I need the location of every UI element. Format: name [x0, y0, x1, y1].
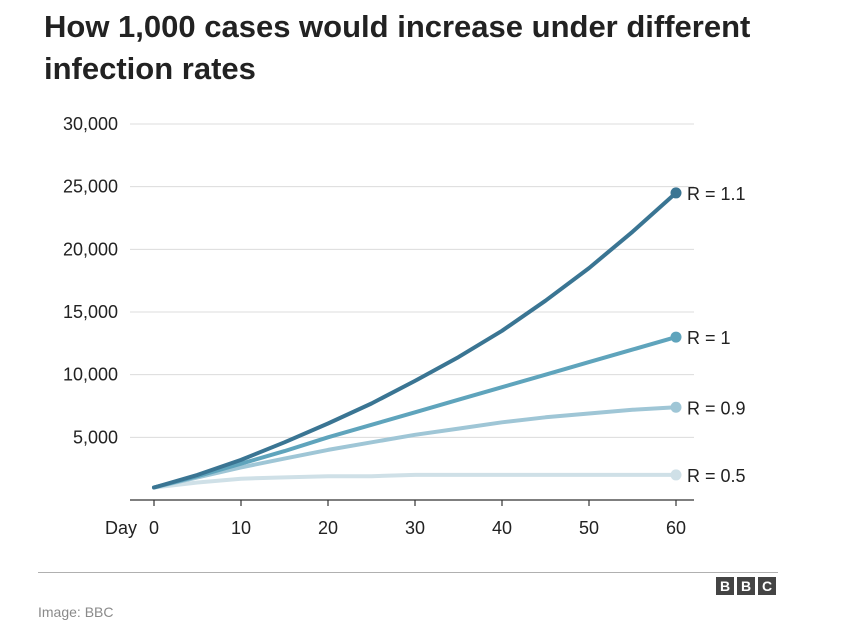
y-tick-label: 30,000 [63, 114, 118, 134]
x-tick-label: 50 [579, 518, 599, 538]
x-axis-label: Day [105, 518, 137, 538]
footer-divider [38, 572, 778, 573]
x-tick-label: 0 [149, 518, 159, 538]
image-credit: Image: BBC [38, 604, 114, 620]
y-tick-label: 20,000 [63, 239, 118, 259]
x-axis-ticks: 0 10 20 30 40 50 60 [149, 500, 686, 538]
series-endpoints: R = 1.1 R = 1 R = 0.9 R = 0.5 [670, 184, 746, 486]
series-line-r-0-5 [152, 472, 678, 490]
chart: 5,000 10,000 15,000 20,000 25,000 30,000 0 10 2… [63, 114, 746, 538]
chart-title: How 1,000 cases would increase under dif… [44, 9, 751, 86]
series-endpoint-marker [670, 331, 682, 343]
x-tick-label: 30 [405, 518, 425, 538]
series-endpoint-marker [670, 187, 682, 199]
series-label: R = 0.5 [687, 466, 746, 486]
series-label: R = 1 [687, 328, 731, 348]
series-endpoint-marker [670, 469, 682, 481]
series-lines [152, 190, 678, 490]
y-tick-label: 5,000 [73, 427, 118, 447]
y-tick-label: 25,000 [63, 177, 118, 197]
x-tick-label: 60 [666, 518, 686, 538]
series-line-r-0-9 [152, 405, 678, 490]
series-label: R = 0.9 [687, 398, 746, 418]
series-endpoint-marker [670, 401, 682, 413]
y-tick-label: 10,000 [63, 365, 118, 385]
series-line-r-1-1 [152, 190, 678, 490]
logo-letter: C [758, 577, 776, 595]
logo-letter: B [716, 577, 734, 595]
series-line-r-1 [152, 335, 678, 490]
x-tick-label: 20 [318, 518, 338, 538]
series-label: R = 1.1 [687, 184, 746, 204]
x-tick-label: 10 [231, 518, 251, 538]
gridlines [130, 123, 694, 438]
y-tick-label: 15,000 [63, 302, 118, 322]
x-tick-label: 40 [492, 518, 512, 538]
y-axis-tick-labels: 5,000 10,000 15,000 20,000 25,000 30,000 [63, 114, 118, 447]
logo-letter: B [737, 577, 755, 595]
bbc-logo: B B C [716, 577, 776, 595]
